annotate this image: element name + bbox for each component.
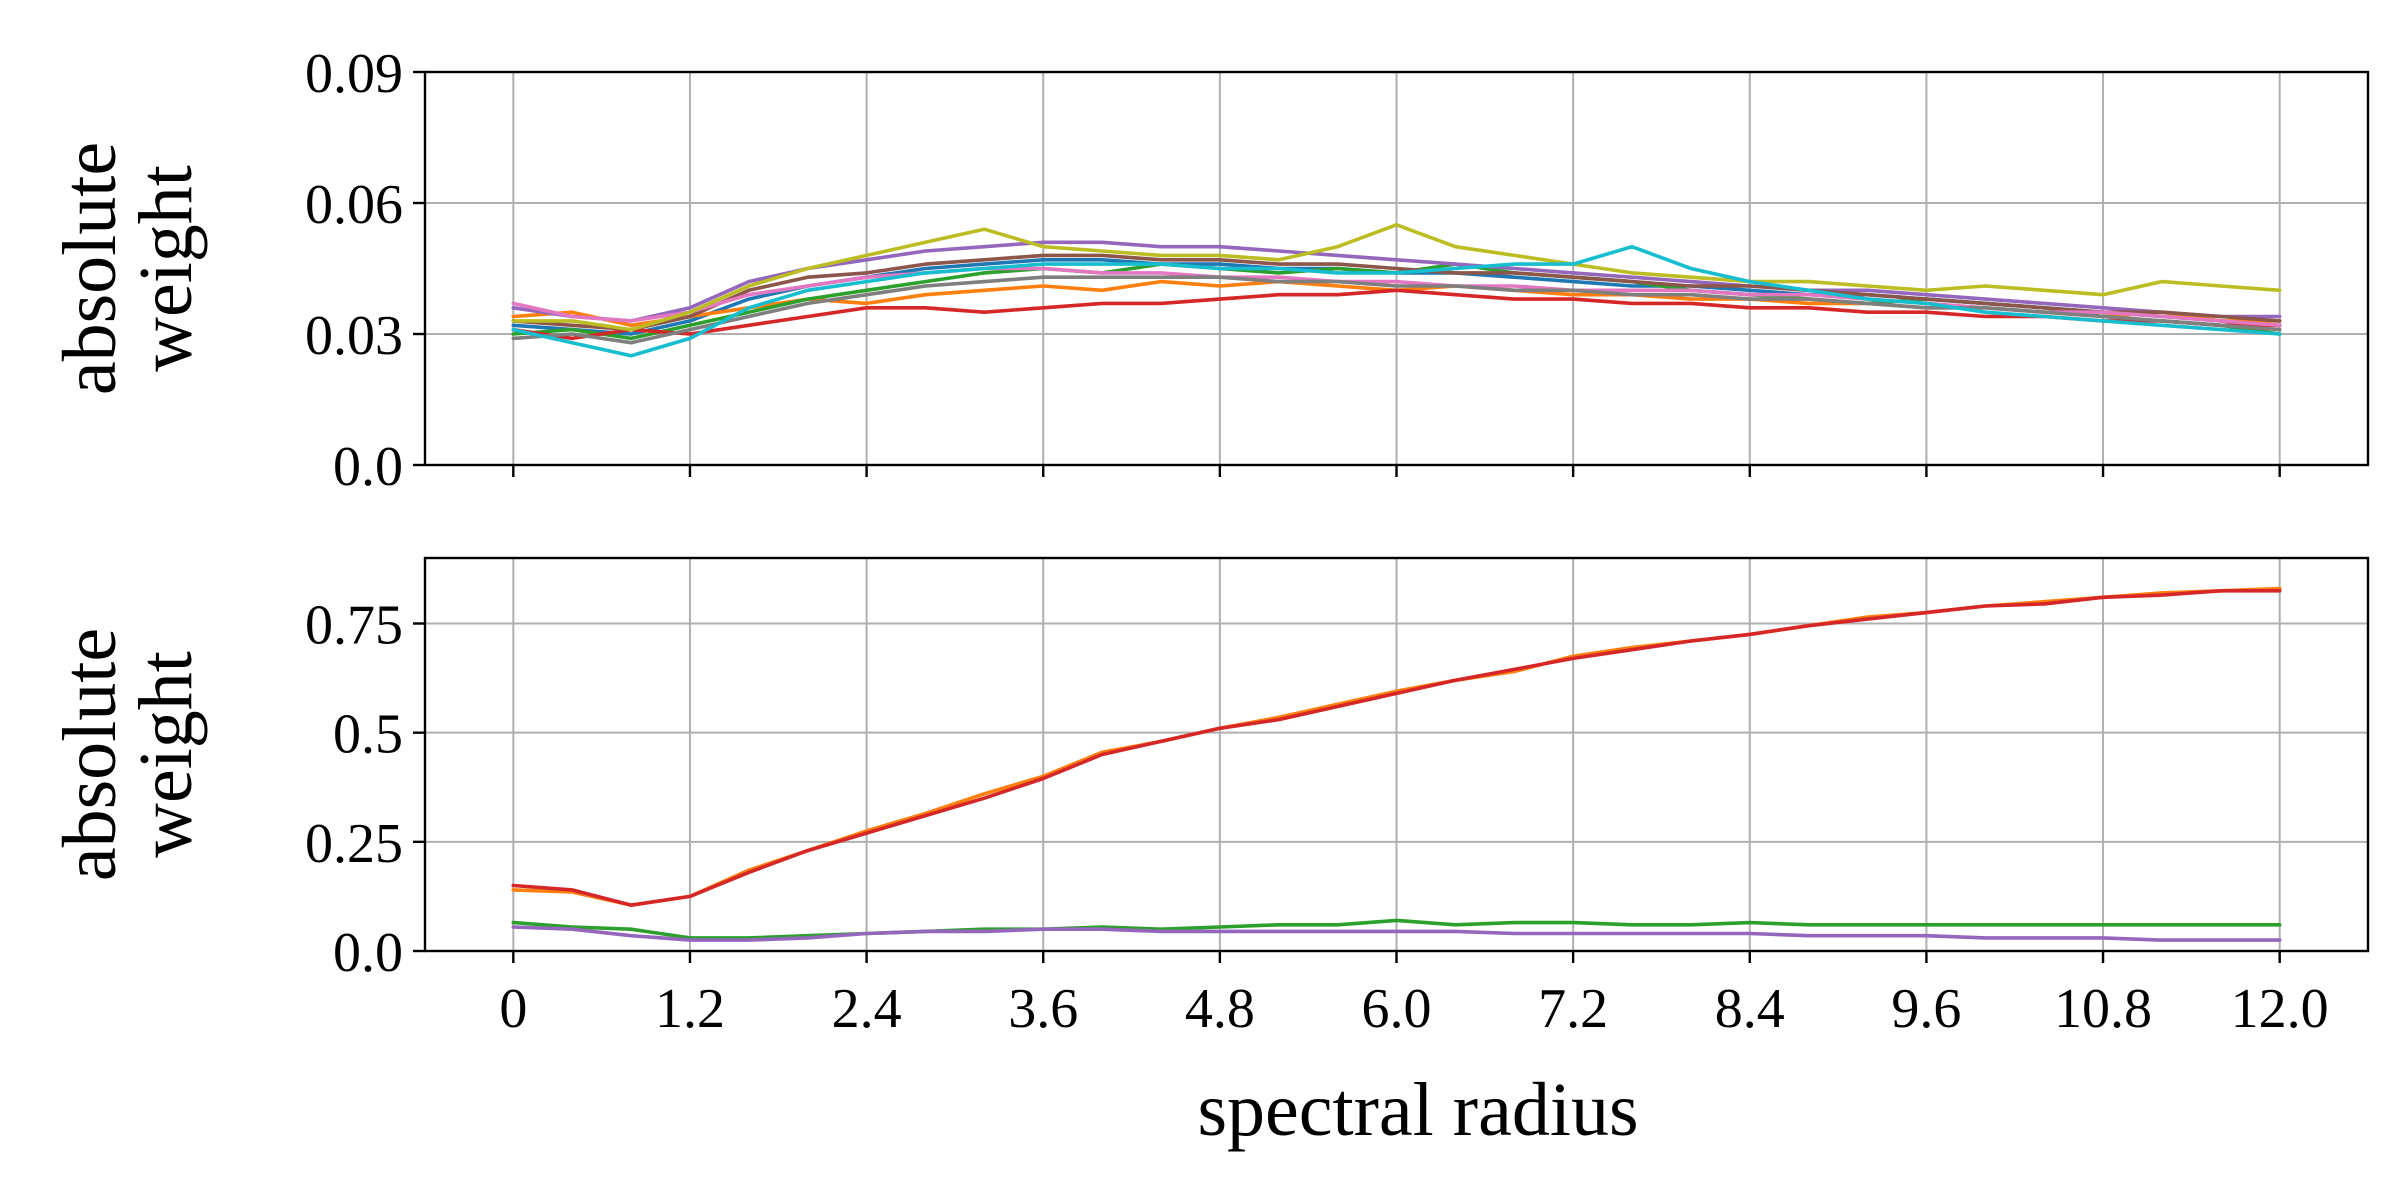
y-axis-label: absoluteweight xyxy=(48,142,208,395)
y-tick-label: 0.03 xyxy=(305,305,403,367)
x-tick-label: 3.6 xyxy=(1008,978,1078,1040)
y-tick-label: 0.25 xyxy=(305,813,403,875)
bottom-panel: 0 1.2 2.4 3.6 4.8 6.0 7.2 8.4 9.6 10.8 12.0 0.0 0.25… xyxy=(48,556,2370,1040)
x-tick-label: 4.8 xyxy=(1185,978,1255,1040)
y-tick-label: 0.09 xyxy=(305,43,403,105)
series-line-4 xyxy=(511,925,2282,942)
series-line-10 xyxy=(511,244,2282,358)
x-tick-label: 7.2 xyxy=(1538,978,1608,1040)
y-tick-label: 0.0 xyxy=(333,922,403,984)
x-tick-label: 8.4 xyxy=(1715,978,1785,1040)
x-tick-label: 1.2 xyxy=(655,978,725,1040)
x-tick-label: 10.8 xyxy=(2054,978,2152,1040)
x-tick-label: 6.0 xyxy=(1362,978,1432,1040)
x-tick-label: 9.6 xyxy=(1891,978,1961,1040)
series-line-2 xyxy=(511,588,2282,907)
x-tick-label: 12.0 xyxy=(2231,978,2329,1040)
x-axis-label: spectral radius xyxy=(1197,1068,1638,1152)
y-tick-label: 0.0 xyxy=(333,436,403,498)
series-line-9 xyxy=(511,223,2282,332)
top-panel: 0.0 0.03 0.06 0.09 absoluteweight xyxy=(48,43,2370,498)
series-line-8 xyxy=(511,275,2282,345)
x-tick-label: 0 xyxy=(499,978,527,1040)
series-line-6 xyxy=(511,253,2282,332)
y-tick-label: 0.06 xyxy=(305,174,403,236)
y-axis-label: absoluteweight xyxy=(48,628,208,881)
y-tick-label: 0.75 xyxy=(305,595,403,657)
y-tick-label: 0.5 xyxy=(333,704,403,766)
x-tick-label: 2.4 xyxy=(832,978,902,1040)
series-line-3 xyxy=(511,918,2282,940)
series-line-4 xyxy=(511,288,2282,341)
